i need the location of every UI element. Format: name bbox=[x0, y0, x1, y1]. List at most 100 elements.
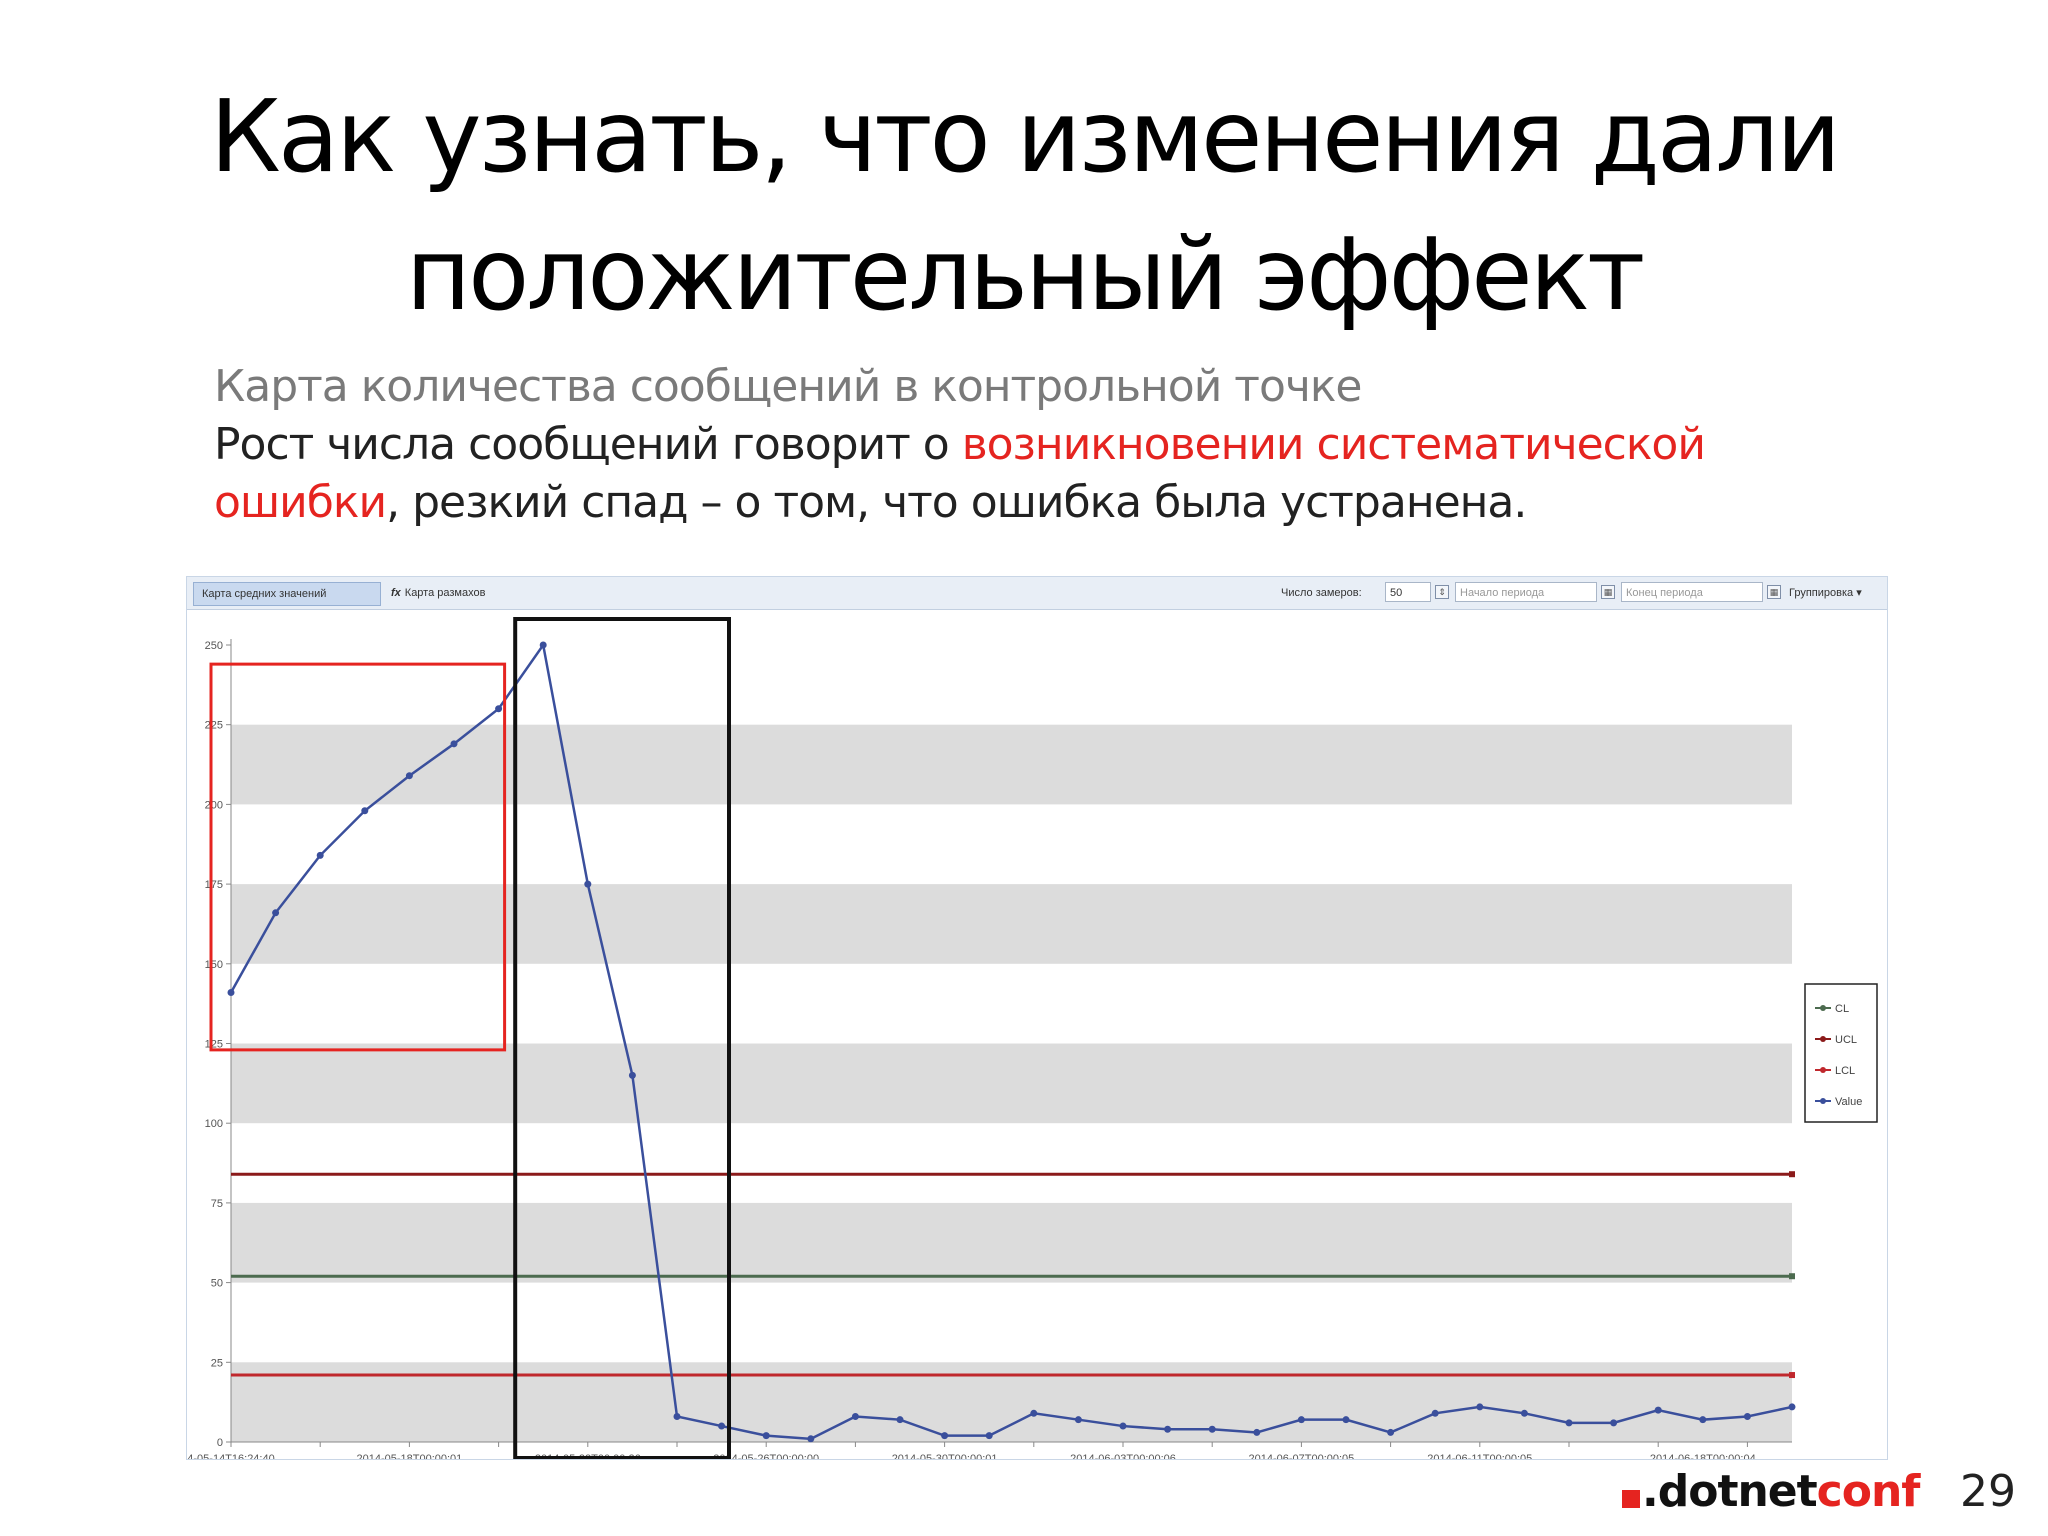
value-point bbox=[361, 807, 369, 815]
value-point bbox=[985, 1432, 993, 1440]
value-point bbox=[1387, 1428, 1395, 1436]
value-point bbox=[272, 909, 280, 917]
grid-band bbox=[231, 1202, 1792, 1283]
value-point bbox=[1342, 1416, 1350, 1424]
y-tick-label: 250 bbox=[205, 640, 223, 652]
legend-label-lcl: LCL bbox=[1835, 1065, 1855, 1077]
value-point bbox=[1431, 1409, 1439, 1417]
y-tick-label: 100 bbox=[205, 1118, 223, 1130]
value-point bbox=[1164, 1425, 1172, 1433]
value-point bbox=[316, 851, 324, 859]
control-line-end-marker bbox=[1789, 1372, 1795, 1379]
legend-marker-value bbox=[1820, 1098, 1826, 1104]
value-point bbox=[628, 1071, 636, 1079]
legend-marker-cl bbox=[1820, 1005, 1826, 1011]
count-input[interactable]: 50 bbox=[1385, 582, 1431, 602]
legend-marker-lcl bbox=[1820, 1067, 1826, 1073]
value-point bbox=[896, 1416, 904, 1424]
value-point bbox=[1119, 1422, 1127, 1430]
chart-panel: Карта средних значений fx Карта размахов … bbox=[186, 576, 1888, 1460]
page-number: 29 bbox=[1960, 1466, 2016, 1517]
tab-means-label: Карта средних значений bbox=[202, 588, 327, 600]
y-tick-label: 50 bbox=[211, 1278, 223, 1290]
fx-icon: fx bbox=[391, 587, 401, 599]
slide-title: Как узнать, что изменения дали положител… bbox=[0, 68, 2048, 344]
value-series-line bbox=[229, 641, 1793, 1441]
y-tick-label: 200 bbox=[205, 799, 223, 811]
value-point bbox=[807, 1435, 815, 1443]
legend-marker-ucl bbox=[1820, 1036, 1826, 1042]
tab-ranges-label: Карта размахов bbox=[404, 587, 486, 599]
value-point bbox=[1208, 1425, 1216, 1433]
x-tick-label: 2014-05-18T00:00:01 bbox=[356, 1453, 462, 1459]
value-point bbox=[450, 740, 458, 748]
value-point bbox=[1743, 1412, 1751, 1420]
x-tick-label: 4-05-14T16:24:40 bbox=[187, 1453, 274, 1459]
value-point bbox=[1476, 1403, 1484, 1411]
legend-label-value: Value bbox=[1835, 1096, 1862, 1108]
value-point bbox=[1610, 1419, 1618, 1427]
value-point bbox=[1520, 1409, 1528, 1417]
value-point bbox=[1788, 1403, 1796, 1411]
desc-part-1: Рост числа сообщений говорит о bbox=[214, 419, 962, 470]
value-point bbox=[584, 880, 592, 888]
y-tick-label: 175 bbox=[205, 879, 223, 891]
logo-square-icon bbox=[1622, 1490, 1640, 1508]
desc-part-2: , резкий спад – о том, что ошибка была у… bbox=[386, 477, 1527, 528]
y-tick-label: 150 bbox=[205, 959, 223, 971]
y-tick-label: 25 bbox=[211, 1357, 223, 1369]
value-point bbox=[762, 1432, 770, 1440]
value-point bbox=[941, 1432, 949, 1440]
grouping-dropdown[interactable]: Группировка ▾ bbox=[1789, 587, 1862, 599]
value-point bbox=[495, 705, 503, 713]
legend-label-ucl: UCL bbox=[1835, 1034, 1857, 1046]
tab-ranges-chart[interactable]: fx Карта размахов bbox=[383, 582, 539, 604]
value-point bbox=[718, 1422, 726, 1430]
count-label: Число замеров: bbox=[1281, 587, 1362, 599]
chart-toolbar: Карта средних значений fx Карта размахов … bbox=[187, 577, 1887, 610]
y-tick-label: 75 bbox=[211, 1198, 223, 1210]
value-point bbox=[227, 988, 235, 996]
x-tick-label: 2014-06-03T00:00:06 bbox=[1070, 1453, 1176, 1459]
y-tick-label: 0 bbox=[217, 1437, 223, 1449]
dotnetconf-logo: .dotnetconf bbox=[1622, 1462, 1921, 1522]
period-end-input[interactable]: Конец периода bbox=[1621, 582, 1763, 602]
y-tick-label: 125 bbox=[205, 1039, 223, 1051]
title-line-1: Как узнать, что изменения дали bbox=[209, 78, 1841, 195]
value-point bbox=[1654, 1406, 1662, 1414]
control-line-end-marker bbox=[1789, 1171, 1795, 1178]
value-point bbox=[1297, 1416, 1305, 1424]
value-point bbox=[1699, 1416, 1707, 1424]
grid-band bbox=[231, 884, 1792, 964]
calendar-start-icon[interactable]: ▦ bbox=[1601, 585, 1615, 599]
value-point bbox=[673, 1412, 681, 1420]
value-point bbox=[1565, 1419, 1573, 1427]
value-point bbox=[1074, 1416, 1082, 1424]
control-line-end-marker bbox=[1789, 1273, 1795, 1280]
value-point bbox=[405, 772, 413, 780]
count-spinner-icon[interactable]: ⇕ bbox=[1435, 585, 1449, 599]
tab-means-chart[interactable]: Карта средних значений bbox=[193, 582, 381, 606]
x-tick-label: 2014-06-18T00:00:04 bbox=[1650, 1453, 1756, 1459]
y-tick-label: 225 bbox=[205, 720, 223, 732]
title-line-2: положительный эффект bbox=[405, 216, 1646, 333]
highlight-drop-box bbox=[513, 617, 732, 1459]
value-point bbox=[539, 641, 547, 649]
value-point bbox=[851, 1412, 859, 1420]
x-tick-label: 2014-06-11T00:00:05 bbox=[1427, 1453, 1532, 1459]
x-tick-label: 2014-05-26T00:00:00 bbox=[713, 1453, 819, 1459]
value-point bbox=[1030, 1409, 1038, 1417]
slide-description: Карта количества сообщений в контрольной… bbox=[214, 358, 1864, 532]
desc-highlight: возникновении систематической ошибки bbox=[214, 419, 1706, 528]
logo-conf: conf bbox=[1816, 1466, 1921, 1517]
x-tick-label: 2014-05-30T00:00:01 bbox=[892, 1453, 998, 1459]
control-chart: 0 25 50 75 100 125 150 175 200 225 250 4-05-14T16:2… bbox=[187, 617, 1878, 1459]
grid-band bbox=[231, 1043, 1792, 1124]
period-start-input[interactable]: Начало периода bbox=[1455, 582, 1597, 602]
grid-band bbox=[231, 724, 1792, 805]
calendar-end-icon[interactable]: ▦ bbox=[1767, 585, 1781, 599]
value-point bbox=[1253, 1428, 1261, 1436]
legend-label-cl: CL bbox=[1835, 1003, 1849, 1015]
subtitle: Карта количества сообщений в контрольной… bbox=[214, 361, 1363, 412]
x-tick-label: 2014-06-07T00:00:05 bbox=[1248, 1453, 1354, 1459]
